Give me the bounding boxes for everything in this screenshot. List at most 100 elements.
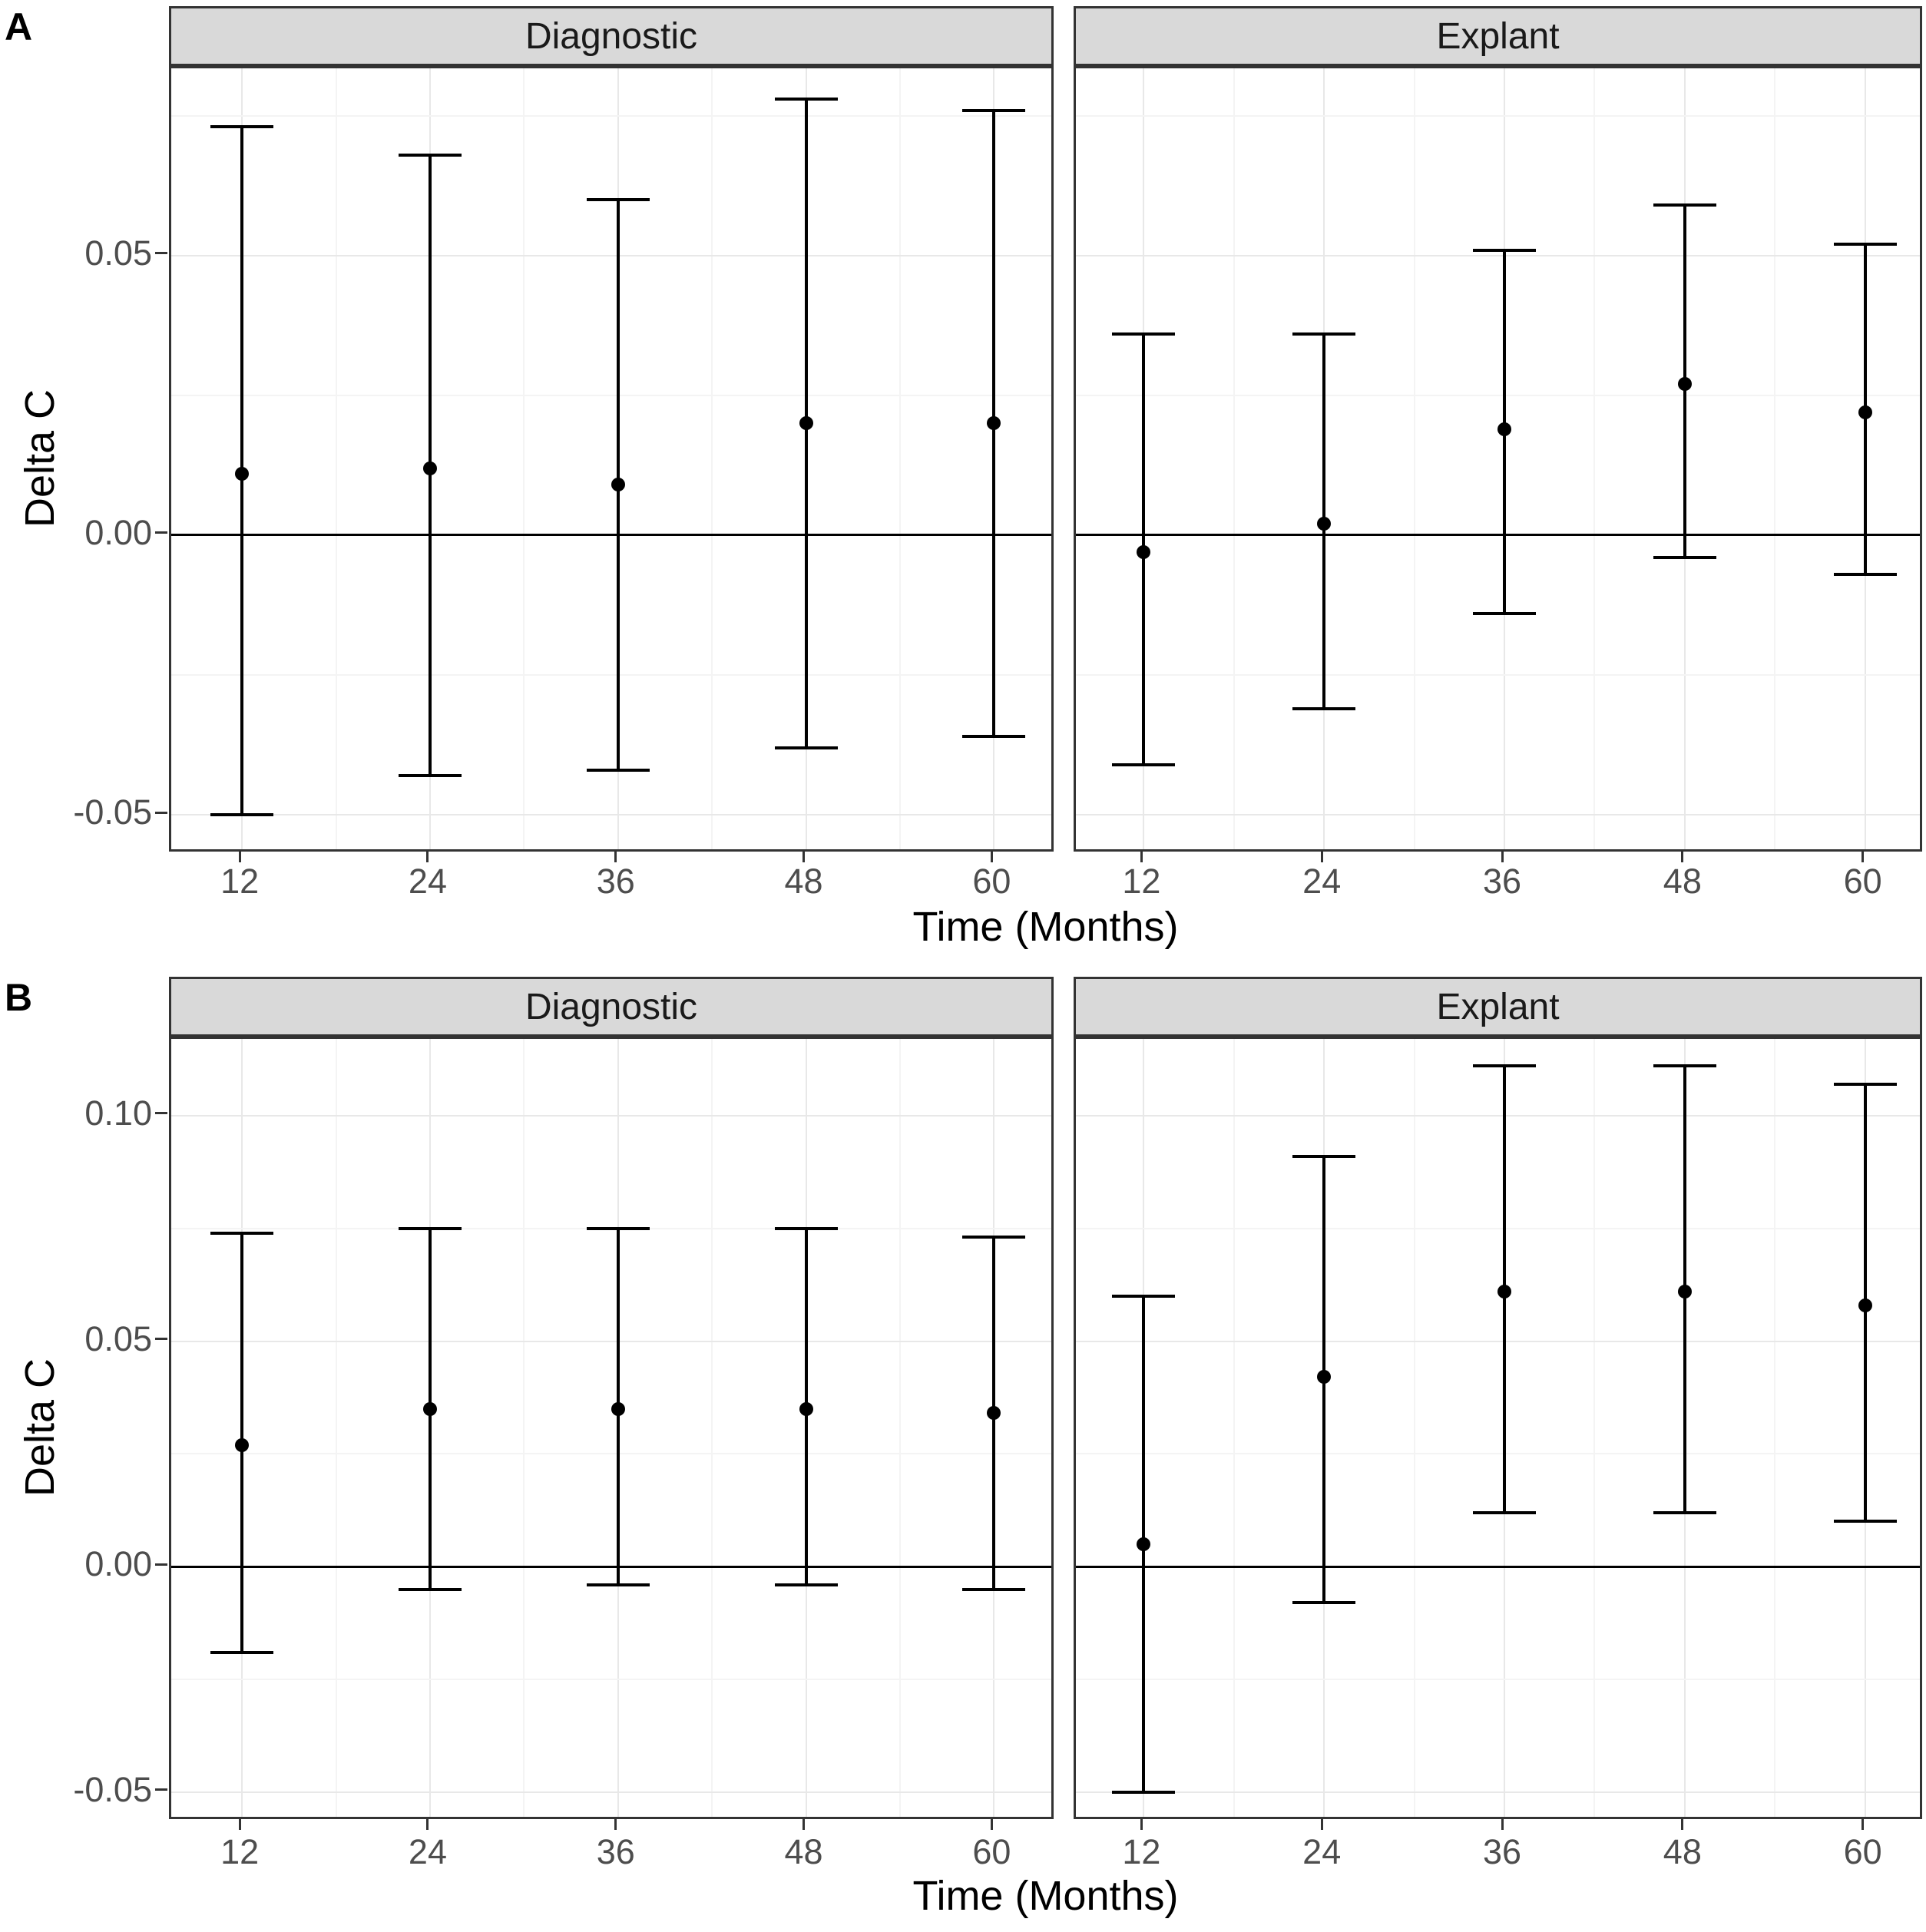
gridline-minor-y (171, 394, 1051, 396)
error-bar-cap-top (1292, 1154, 1356, 1158)
y-tick-label: 0.00 (84, 512, 152, 552)
x-axis-tick (614, 1819, 617, 1830)
y-tick-label: 0.10 (84, 1093, 152, 1133)
error-bar-cap-bottom (210, 813, 274, 817)
x-tick-label: 60 (1843, 862, 1882, 901)
facet-strip-a-explant: Explant (1074, 6, 1922, 66)
x-tick-label: 24 (1302, 862, 1342, 901)
gridline-minor-x (1233, 1039, 1235, 1817)
data-point (1137, 1537, 1151, 1551)
x-axis-tick (1320, 1819, 1323, 1830)
gridline-minor-x (898, 68, 901, 849)
x-tick-label: 48 (1663, 862, 1702, 901)
gridline-minor-x (1413, 68, 1415, 849)
gridline-major-y (1076, 1791, 1920, 1793)
error-bar-cap-top (398, 153, 462, 157)
x-axis-tick (238, 852, 241, 862)
y-axis-tick (155, 1563, 167, 1566)
gridline-minor-x (1593, 1039, 1596, 1817)
data-point (1497, 1284, 1512, 1298)
gridline-major-y (1076, 254, 1920, 256)
gridline-major-y (171, 254, 1051, 256)
x-axis-tick (1140, 852, 1143, 862)
x-tick-label: 36 (1482, 1832, 1522, 1871)
error-bar-cap-bottom (1653, 1510, 1716, 1514)
y-axis-tick (155, 252, 167, 255)
error-bar-cap-bottom (962, 735, 1026, 739)
gridline-minor-y (171, 674, 1051, 676)
x-tick-label: 48 (784, 862, 823, 901)
x-axis-tick (426, 852, 429, 862)
data-point (987, 1406, 1001, 1421)
gridline-minor-x (1774, 68, 1776, 849)
plot-area-a-diagnostic (169, 66, 1054, 852)
data-point (1677, 377, 1692, 392)
panel-b-letter: B (5, 976, 33, 1019)
gridline-minor-y (171, 1678, 1051, 1680)
x-tick-label: 12 (220, 862, 260, 901)
y-tick-label: 0.05 (84, 1318, 152, 1358)
x-tick-label: 36 (596, 1832, 635, 1871)
data-point (1317, 1370, 1332, 1384)
x-tick-label: 24 (408, 862, 447, 901)
error-bar-cap-bottom (1292, 706, 1356, 710)
error-bar-cap-top (962, 1236, 1026, 1239)
x-axis-tick (990, 1819, 993, 1830)
y-axis-tick (155, 1338, 167, 1340)
y-tick-label: 0.00 (84, 1544, 152, 1584)
error-bar-cap-bottom (962, 1587, 1026, 1591)
gridline-minor-x (523, 1039, 525, 1817)
data-point (1137, 544, 1151, 559)
data-point (235, 466, 250, 481)
x-axis-tick (802, 1819, 806, 1830)
x-tick-label: 60 (972, 1832, 1011, 1871)
gridline-major-y (171, 814, 1051, 816)
plot-area-b-explant (1074, 1037, 1922, 1819)
zero-reference-line (171, 534, 1051, 537)
x-tick-label: 12 (1122, 1832, 1161, 1871)
gridline-minor-x (898, 1039, 901, 1817)
x-axis-tick (1861, 852, 1865, 862)
error-bar-cap-bottom (1833, 1520, 1897, 1523)
error-bar-cap-bottom (210, 1650, 274, 1654)
y-tick-label: -0.05 (73, 792, 152, 832)
error-bar-cap-top (1112, 332, 1176, 336)
error-bar-cap-top (586, 198, 650, 202)
x-tick-label: 48 (1663, 1832, 1702, 1871)
x-axis-tick (1501, 852, 1504, 862)
gridline-major-y (1076, 1340, 1920, 1342)
zero-reference-line (171, 1565, 1051, 1568)
gridline-minor-x (1774, 1039, 1776, 1817)
error-bar-cap-top (1653, 203, 1716, 207)
error-bar-cap-top (1833, 243, 1897, 246)
y-tick-label: -0.05 (73, 1769, 152, 1809)
x-axis-tick (238, 1819, 241, 1830)
x-tick-label: 36 (596, 862, 635, 901)
x-tick-label: 36 (1482, 862, 1522, 901)
gridline-major-y (1076, 1114, 1920, 1117)
gridline-minor-y (171, 114, 1051, 117)
gridline-minor-x (711, 1039, 713, 1817)
error-bar-cap-top (1833, 1082, 1897, 1086)
gridline-minor-y (1076, 674, 1920, 676)
gridline-major-y (171, 1340, 1051, 1342)
gridline-minor-x (1593, 68, 1596, 849)
data-point (422, 1401, 437, 1416)
facet-strip-label: Explant (1436, 986, 1560, 1027)
y-axis-tick (155, 811, 167, 814)
y-axis-tick (155, 1112, 167, 1115)
gridline-minor-y (1076, 114, 1920, 117)
error-bar-cap-bottom (774, 746, 838, 749)
error-bar-cap-top (210, 1231, 274, 1235)
y-axis-tick (155, 531, 167, 534)
gridline-minor-x (1233, 68, 1235, 849)
x-axis-tick (1320, 852, 1323, 862)
x-axis-tick (990, 852, 993, 862)
x-axis-tick (1140, 1819, 1143, 1830)
data-point (799, 416, 813, 431)
x-axis-title-b: Time (Months) (912, 1873, 1179, 1919)
x-axis-tick (614, 852, 617, 862)
x-tick-label: 12 (1122, 862, 1161, 901)
y-tick-label: 0.05 (84, 233, 152, 273)
error-bar-cap-top (1112, 1294, 1176, 1298)
